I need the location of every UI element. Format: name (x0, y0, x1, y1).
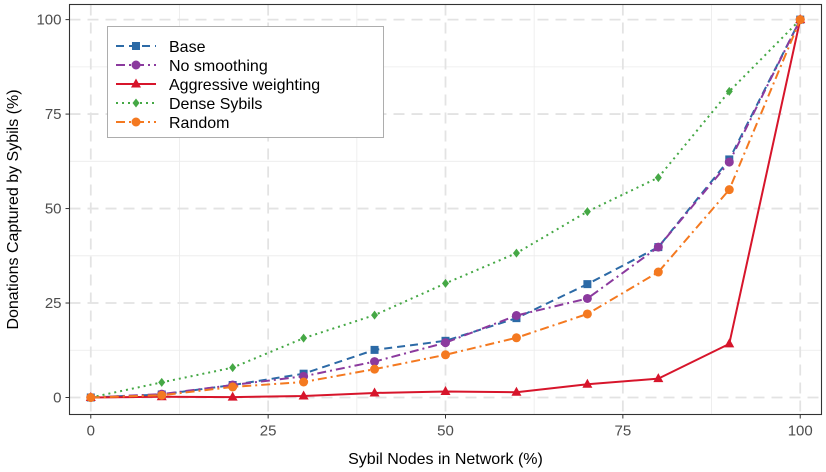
y-axis: 0 25 50 75 100 (36, 12, 70, 406)
legend-label: Aggressive weighting (169, 77, 320, 94)
data-point (300, 333, 308, 343)
series-layer (85, 14, 806, 402)
data-point (369, 387, 380, 397)
x-tick-label: 25 (260, 423, 277, 440)
legend-key-marker (132, 42, 140, 50)
data-point (229, 363, 237, 373)
data-point (654, 173, 662, 183)
data-point (582, 309, 592, 319)
data-point (795, 15, 805, 25)
y-tick-label: 50 (45, 201, 62, 218)
data-point (442, 278, 449, 288)
legend-key-marker (132, 98, 140, 108)
legend-label: Dense Sybils (169, 96, 262, 113)
data-point (158, 377, 166, 387)
x-tick-label: 100 (788, 423, 813, 440)
legend-box (107, 26, 384, 138)
data-point (370, 345, 379, 354)
legend-label: No smoothing (169, 58, 268, 75)
data-point (583, 280, 592, 289)
data-point (725, 86, 733, 96)
data-point (511, 386, 522, 396)
y-tick-label: 75 (45, 106, 62, 123)
y-tick-label: 0 (53, 389, 61, 406)
legend-key-marker (131, 60, 141, 70)
series-line (90, 18, 801, 399)
data-point (86, 392, 96, 402)
data-point (583, 207, 591, 217)
data-point (512, 248, 520, 258)
major-gridlines (69, 4, 822, 415)
data-point (511, 310, 521, 320)
y-tick-label: 100 (36, 12, 61, 29)
data-point (441, 338, 450, 348)
x-axis-title: Sybil Nodes in Network (%) (348, 451, 543, 468)
data-point (440, 385, 451, 395)
data-point (582, 378, 593, 388)
data-point (653, 242, 663, 252)
legend-key-marker (131, 117, 141, 127)
x-tick-label: 75 (615, 423, 632, 440)
y-axis-title: Donations Captured by Sybils (%) (5, 89, 22, 329)
legend-key-marker (131, 78, 141, 88)
data-point (441, 350, 450, 360)
data-point (370, 357, 380, 367)
data-point (511, 333, 521, 343)
data-point (724, 338, 735, 348)
legend: Base No smoothing Aggressive weighting Dens… (107, 26, 384, 138)
data-point (724, 185, 734, 195)
data-point (157, 390, 167, 400)
data-point (228, 382, 238, 392)
data-point (724, 157, 734, 167)
legend-label: Random (169, 115, 229, 132)
legend-label: Base (169, 39, 206, 56)
data-point (653, 267, 663, 277)
data-point (298, 390, 309, 400)
data-point (227, 391, 238, 401)
data-point (370, 364, 380, 374)
x-axis: 0 25 50 75 100 (87, 414, 813, 440)
data-point (653, 373, 664, 383)
series-line (90, 19, 802, 399)
data-point (371, 310, 379, 320)
series-4 (86, 15, 805, 402)
data-point (299, 377, 309, 387)
x-tick-label: 50 (437, 423, 454, 440)
series-1 (86, 15, 805, 402)
y-tick-label: 25 (45, 295, 62, 312)
series-line (90, 19, 802, 399)
data-point (582, 293, 592, 303)
x-tick-label: 0 (87, 423, 95, 440)
